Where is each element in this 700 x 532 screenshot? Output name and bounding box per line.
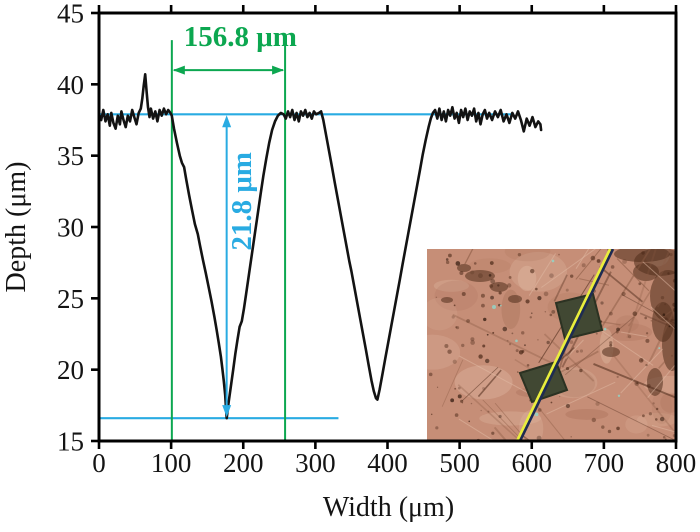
x-tick-label: 0 — [92, 448, 106, 478]
width-measurement-label: 156.8 μm — [184, 21, 297, 53]
micrograph-inset — [427, 249, 676, 441]
tick-labels: 0 100 200 300 400 500 600 700 800 15 20 25 30 35 40 45 — [57, 0, 696, 478]
y-tick-label: 40 — [57, 70, 84, 100]
x-tick-label: 300 — [295, 448, 336, 478]
axes-frame-and-ticks — [91, 5, 678, 449]
y-tick-label: 25 — [57, 284, 84, 314]
x-tick-label: 700 — [584, 448, 625, 478]
y-tick-label: 20 — [57, 355, 84, 385]
y-axis-title: Depth (μm) — [1, 162, 32, 293]
measurement-annotations — [172, 65, 285, 418]
x-tick-label: 500 — [439, 448, 480, 478]
x-tick-label: 400 — [367, 448, 408, 478]
y-tick-label: 30 — [57, 213, 84, 243]
arrowhead-up — [222, 115, 232, 128]
scan-line — [515, 249, 612, 441]
x-tick-label: 200 — [223, 448, 264, 478]
x-axis-title: Width (μm) — [323, 492, 454, 523]
x-tick-label: 600 — [512, 448, 553, 478]
depth-measurement-label: 21.8 μm — [226, 152, 258, 251]
x-tick-label: 800 — [656, 448, 697, 478]
profile-trace — [97, 73, 543, 420]
y-tick-label: 15 — [57, 427, 84, 457]
y-tick-label: 35 — [57, 141, 84, 171]
arrowhead-left — [172, 65, 185, 75]
y-tick-label: 45 — [57, 0, 84, 29]
arrowhead-right — [272, 65, 285, 75]
x-tick-label: 100 — [151, 448, 192, 478]
profile-polyline — [97, 73, 543, 420]
arrowhead-down — [222, 405, 232, 418]
indentation-mark-2 — [518, 360, 569, 404]
scan-line-shadow — [518, 249, 615, 441]
